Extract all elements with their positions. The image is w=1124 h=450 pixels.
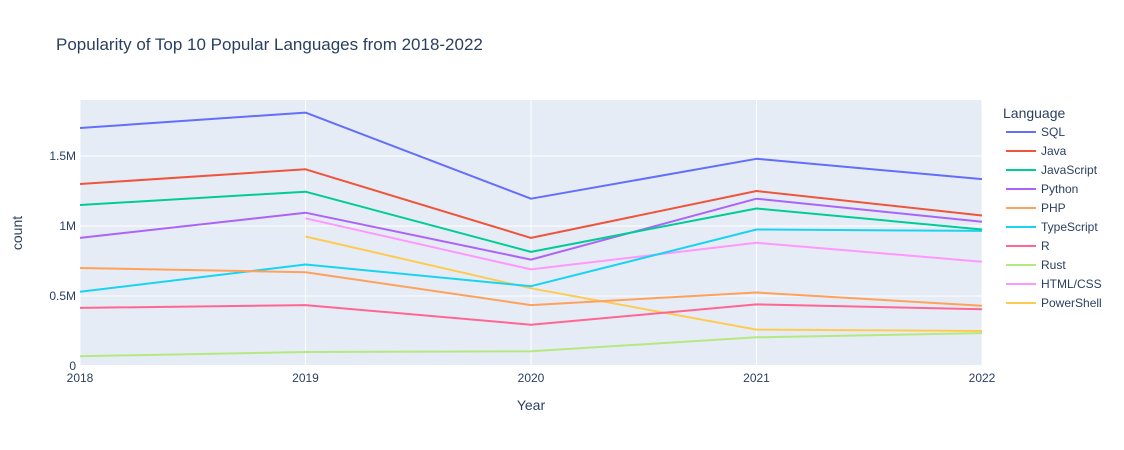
legend-label: Python (1041, 182, 1078, 196)
legend-item-html-css[interactable]: HTML/CSS (1006, 277, 1102, 291)
legend-label: R (1041, 239, 1050, 253)
series-line-rust (79, 332, 983, 358)
series-line-powershell (305, 235, 983, 332)
series-line-java (79, 168, 983, 239)
legend-label: TypeScript (1041, 220, 1098, 234)
x-tick-label: 2018 (67, 371, 94, 385)
y-tick-label: 0.5M (49, 289, 76, 303)
legend-label: JavaScript (1041, 163, 1098, 177)
series-line-python (79, 197, 983, 261)
legend-label: Rust (1041, 258, 1066, 272)
x-tick-label: 2020 (518, 371, 545, 385)
legend-item-python[interactable]: Python (1006, 182, 1078, 196)
series-line-javascript (79, 190, 983, 253)
legend-label: Java (1041, 144, 1067, 158)
legend-item-rust[interactable]: Rust (1006, 258, 1066, 272)
x-axis-title: Year (517, 397, 546, 413)
series-line-typescript (79, 228, 983, 293)
legend-item-powershell[interactable]: PowerShell (1006, 296, 1102, 310)
y-tick-label: 1M (59, 219, 76, 233)
series-lines (79, 111, 983, 358)
y-axis-title: count (9, 216, 25, 250)
legend-item-sql[interactable]: SQL (1006, 125, 1065, 139)
x-tick-label: 2021 (743, 371, 770, 385)
legend-label: HTML/CSS (1041, 277, 1102, 291)
x-tick-label: 2019 (292, 371, 319, 385)
legend-item-javascript[interactable]: JavaScript (1006, 163, 1098, 177)
legend-item-java[interactable]: Java (1006, 144, 1067, 158)
legend-item-typescript[interactable]: TypeScript (1006, 220, 1098, 234)
series-line-php (79, 267, 983, 307)
series-line-r (79, 303, 983, 326)
legend-label: SQL (1041, 125, 1065, 139)
series-line-html-css (305, 217, 983, 271)
series-line-sql (79, 111, 983, 200)
legend-item-r[interactable]: R (1006, 239, 1050, 253)
legend: Language SQL Java JavaScript Python PHP TypeS… (1003, 105, 1102, 310)
legend-label: PHP (1041, 201, 1066, 215)
legend-title: Language (1003, 105, 1066, 121)
x-axis-ticks: 2018 2019 2020 2021 2022 (67, 371, 996, 385)
y-tick-label: 0 (69, 359, 76, 373)
legend-label: PowerShell (1041, 296, 1102, 310)
chart-title: Popularity of Top 10 Popular Languages f… (56, 35, 483, 54)
x-tick-label: 2022 (969, 371, 996, 385)
y-axis-ticks: 0 0.5M 1M 1.5M (49, 149, 76, 373)
y-tick-label: 1.5M (49, 149, 76, 163)
legend-item-php[interactable]: PHP (1006, 201, 1066, 215)
